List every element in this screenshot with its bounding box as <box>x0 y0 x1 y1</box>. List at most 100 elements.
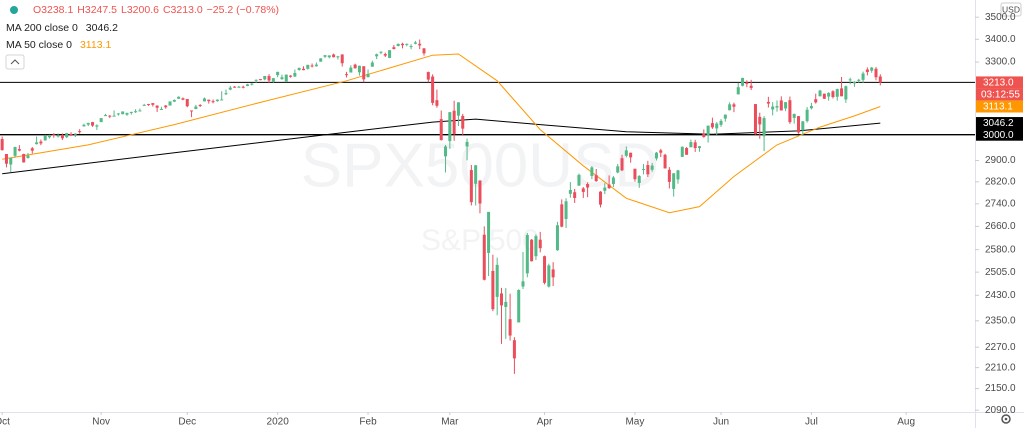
candle-body <box>543 256 547 283</box>
candle-body <box>60 134 64 139</box>
candle-body <box>598 191 603 205</box>
candle-body <box>310 65 314 67</box>
currency[interactable]: USD <box>1002 4 1020 14</box>
collapse-button[interactable] <box>5 54 25 70</box>
candle-body <box>861 73 865 80</box>
candle-body <box>73 133 77 135</box>
ma-name: MA 50 close 0 <box>6 39 72 51</box>
candle-body <box>530 239 534 262</box>
candle-body <box>878 76 882 83</box>
candle-body <box>521 281 525 287</box>
candle-body <box>534 236 538 257</box>
candle-body <box>504 301 508 307</box>
candle-body <box>327 55 331 58</box>
candle-body <box>159 108 163 110</box>
candle-body <box>624 150 628 156</box>
candle-body <box>495 264 499 297</box>
candle-body <box>874 68 878 78</box>
y-tick-label: 2900.0 <box>985 155 1016 166</box>
ma-name: MA 200 close 0 <box>6 22 78 34</box>
candle-body <box>314 64 318 67</box>
candle-body <box>499 293 503 306</box>
candle-body <box>611 177 615 185</box>
ma-legend: MA 50 close 0 3113.1 <box>6 39 111 51</box>
gear-icon[interactable] <box>1001 414 1011 424</box>
candle-body <box>448 112 452 142</box>
ma-value: 3046.2 <box>86 22 118 34</box>
candle-body <box>86 122 90 125</box>
candle-body <box>392 47 396 50</box>
candle-body <box>147 104 151 106</box>
y-tick-label: 2150.0 <box>985 383 1016 394</box>
candle-body <box>771 106 775 110</box>
y-tick-label: 2740.0 <box>985 198 1016 209</box>
price-label-box <box>976 100 1023 113</box>
ma-legend: MA 200 close 0 3046.2 <box>6 22 118 34</box>
ohlc-value: H3247.5 <box>77 4 117 16</box>
x-tick-label: May <box>625 417 644 428</box>
candle-body <box>801 121 805 131</box>
candle-body <box>753 104 757 135</box>
candle-body <box>349 67 353 73</box>
collapse-icon <box>10 59 20 65</box>
candle-body <box>426 72 430 80</box>
price-label-box <box>976 76 1023 89</box>
x-tick-label: Aug <box>897 417 915 428</box>
candle-body <box>155 105 159 108</box>
settings-button[interactable] <box>1001 414 1011 424</box>
candle-body <box>650 165 654 170</box>
candle-body <box>594 175 598 182</box>
candle-body <box>263 76 267 80</box>
candle-body <box>151 103 155 105</box>
candle-body <box>512 340 516 359</box>
candle-body <box>456 102 460 116</box>
y-tick-label: 2210.0 <box>985 362 1016 373</box>
candle-body <box>663 154 667 169</box>
price-label: 3000.0 <box>983 130 1014 141</box>
candle-body <box>366 73 370 78</box>
candle-body <box>228 87 232 90</box>
candle-body <box>99 118 103 123</box>
candle-body <box>134 111 138 113</box>
y-tick-label: 3500.0 <box>985 12 1016 23</box>
candle-body <box>697 146 702 149</box>
candle-body <box>233 86 237 88</box>
candle-body <box>39 141 43 144</box>
candle-body <box>323 55 327 57</box>
price-label-box <box>976 128 1023 141</box>
candle-body <box>35 142 39 145</box>
y-tick-label: 2090.0 <box>985 405 1016 416</box>
x-tick-label: Dec <box>178 417 196 428</box>
candle-body <box>573 192 577 198</box>
candle-body <box>116 113 120 115</box>
candle-body <box>181 98 185 100</box>
candle-body <box>220 99 224 101</box>
candle-body <box>103 115 107 117</box>
candle-body <box>69 133 73 136</box>
candle-body <box>177 96 181 99</box>
ohlc-legend: O3238.1 H3247.5 L3200.6 C3213.0 −25.2 (−0.78… <box>33 4 279 16</box>
candle-body <box>237 86 241 88</box>
candle-body <box>465 141 469 147</box>
candle-body <box>267 76 271 81</box>
ohlc-value: O3238.1 <box>33 4 73 16</box>
candle-body <box>400 43 404 46</box>
candle-body <box>642 168 646 170</box>
y-tick-label: 2660.0 <box>985 221 1016 232</box>
candle-body <box>202 98 206 102</box>
candle-body <box>301 68 305 71</box>
candle-body <box>112 115 116 117</box>
candle-body <box>715 123 719 129</box>
candle-body <box>865 69 869 73</box>
moving-average <box>2 53 881 214</box>
currency-box[interactable] <box>1000 2 1022 17</box>
candle-body <box>620 158 624 171</box>
candle-body <box>246 84 250 86</box>
candle-body <box>792 113 796 118</box>
candle-body <box>487 211 491 253</box>
candle-body <box>491 270 495 310</box>
candle-body <box>706 125 710 136</box>
candle-body <box>336 56 340 58</box>
countdown: 03:12:55 <box>981 90 1020 101</box>
